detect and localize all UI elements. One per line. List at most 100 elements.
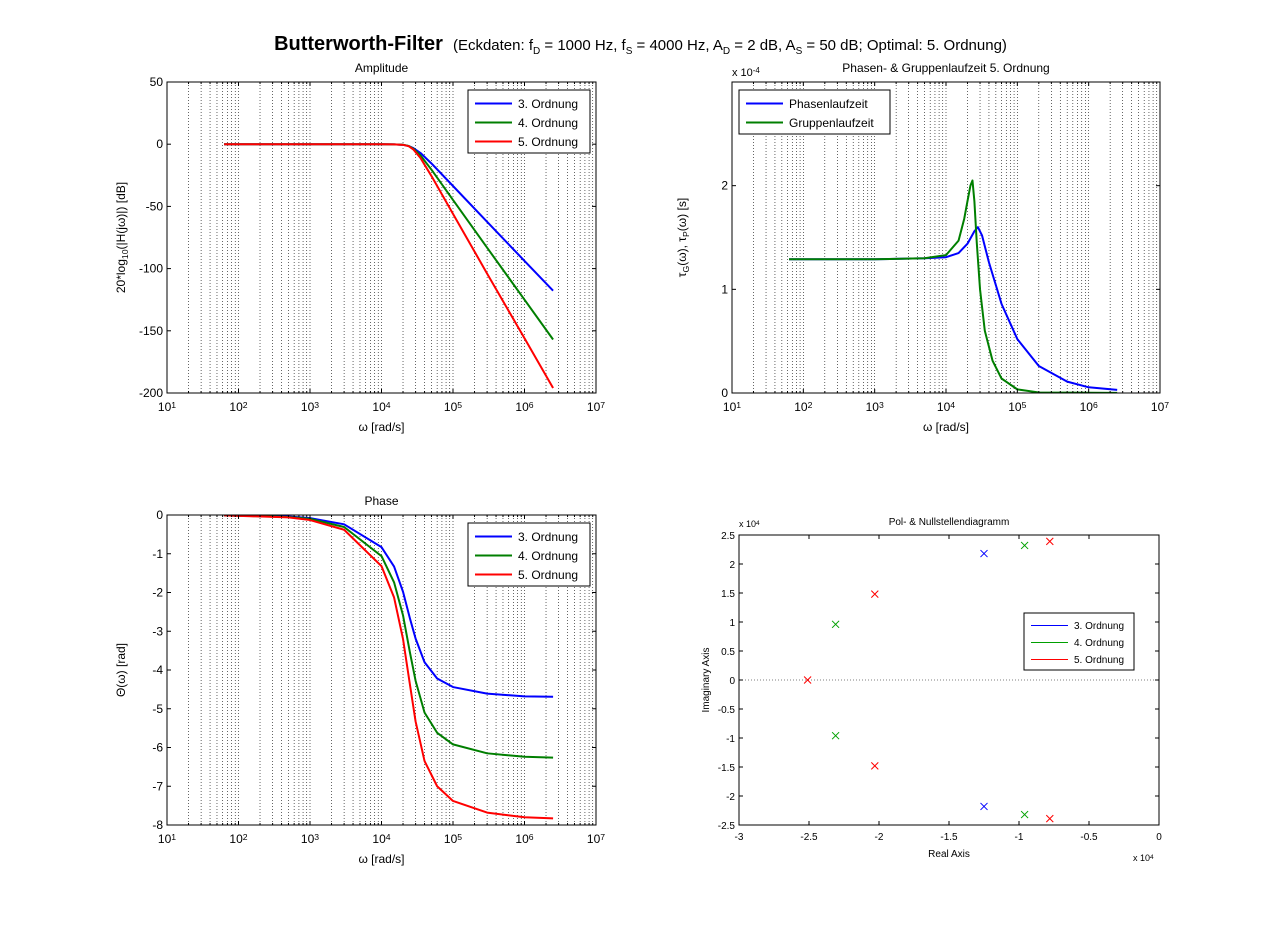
y-tick-label: -50 bbox=[146, 199, 164, 213]
x-tick-label: 102 bbox=[794, 400, 812, 414]
x-tick-label: 107 bbox=[1151, 400, 1169, 414]
legend-label: Phasenlaufzeit bbox=[789, 97, 868, 111]
y-tick-label: -6 bbox=[152, 741, 163, 755]
y-axis-label: Imaginary Axis bbox=[701, 647, 712, 712]
x-axis-label: ω [rad/s] bbox=[923, 420, 969, 434]
axes-title: Amplitude bbox=[355, 61, 409, 75]
figure-title: Butterworth-Filter (Eckdaten: fD = 1000 H… bbox=[0, 33, 1281, 57]
y-tick-label: 0 bbox=[729, 676, 735, 687]
series-line-3 bbox=[224, 515, 554, 820]
y-tick-label: 50 bbox=[150, 75, 164, 89]
figure-title-main: Butterworth-Filter bbox=[274, 33, 443, 55]
pole-marker-stroke bbox=[1020, 810, 1029, 819]
legend-label: 3. Ordnung bbox=[518, 97, 578, 111]
legend-label: 3. Ordnung bbox=[518, 530, 578, 544]
pole-marker bbox=[1020, 810, 1029, 819]
y-tick-label: -8 bbox=[152, 818, 163, 832]
y-tick-label: -0.5 bbox=[718, 705, 736, 716]
x-tick-label: -3 bbox=[735, 832, 744, 843]
legend: 3. Ordnung 4. Ordnung 5. Ordnung bbox=[467, 522, 591, 587]
y-tick-label: -5 bbox=[152, 702, 163, 716]
chart-laufzeit: 101 102 103 104 105 106 107 0 1 2 Phasen- & Gruppe… bbox=[675, 61, 1169, 434]
y-tick-label: 0 bbox=[156, 508, 163, 522]
y-exponent-label: x 10-4 bbox=[732, 66, 760, 79]
chart-pn: -3 -2.5 -2 -1.5 -1 -0.5 0-2.5-2-1.5-1-0.500.51… bbox=[701, 517, 1162, 863]
legend-label: 5. Ordnung bbox=[518, 135, 578, 149]
legend-label: Gruppenlaufzeit bbox=[789, 116, 874, 130]
series-group bbox=[224, 515, 554, 820]
y-tick-label: 1.5 bbox=[721, 589, 735, 600]
pole-marker-stroke bbox=[1045, 537, 1054, 546]
x-tick-label: 104 bbox=[372, 400, 390, 414]
axes-title: Pol- & Nullstellendiagramm bbox=[889, 517, 1010, 528]
y-tick-label: 0.5 bbox=[721, 647, 735, 658]
x-axis-label: ω [rad/s] bbox=[358, 420, 404, 434]
y-tick-label: 1 bbox=[721, 282, 728, 296]
x-tick-label: -1 bbox=[1015, 832, 1024, 843]
pole-marker bbox=[803, 676, 812, 684]
pole-marker bbox=[1045, 537, 1054, 546]
x-tick-label: 102 bbox=[229, 832, 247, 846]
y-tick-label: 2 bbox=[729, 560, 735, 571]
x-tick-label: 106 bbox=[1080, 400, 1098, 414]
pole-marker-stroke bbox=[870, 590, 879, 599]
x-tick-label: 106 bbox=[515, 400, 533, 414]
y-tick-label: 0 bbox=[156, 137, 163, 151]
series-line-1 bbox=[789, 226, 1118, 391]
series-line-2 bbox=[789, 179, 1118, 393]
x-axis-label: Real Axis bbox=[928, 849, 970, 860]
series-line-1 bbox=[224, 515, 554, 698]
y-tick-label: -3 bbox=[152, 624, 163, 638]
x-tick-label: -2 bbox=[875, 832, 884, 843]
pole-marker bbox=[980, 549, 988, 558]
y-tick-label: 2 bbox=[721, 179, 728, 193]
x-tick-label: 101 bbox=[158, 400, 176, 414]
legend-box bbox=[1023, 612, 1135, 671]
y-axis-label: 20*log10(|H(jω)|) [dB] bbox=[114, 182, 130, 293]
y-tick-label: -4 bbox=[152, 663, 163, 677]
legend: 3. Ordnung 4. Ordnung 5. Ordnung bbox=[1023, 612, 1135, 671]
legend-box bbox=[738, 89, 891, 135]
pole-marker-stroke bbox=[1045, 814, 1054, 823]
y-tick-label: 1 bbox=[729, 618, 735, 629]
pole-marker bbox=[831, 731, 840, 740]
legend-label: 4. Ordnung bbox=[1074, 638, 1124, 649]
legend-label: 5. Ordnung bbox=[1074, 655, 1124, 666]
y-tick-label: -1 bbox=[726, 734, 735, 745]
legend-label: 5. Ordnung bbox=[518, 568, 578, 582]
y-axis-label: Θ(ω) [rad] bbox=[114, 643, 128, 697]
x-tick-label: -0.5 bbox=[1080, 832, 1098, 843]
pole-marker-stroke bbox=[1020, 541, 1029, 550]
series-group bbox=[789, 179, 1118, 393]
x-axis-label: ω [rad/s] bbox=[358, 852, 404, 866]
y-tick-label: -2.5 bbox=[718, 821, 736, 832]
figure-subtitle: (Eckdaten: fD = 1000 Hz, fS = 4000 Hz, A… bbox=[452, 37, 1007, 57]
pole-marker bbox=[1045, 814, 1054, 823]
legend: 3. Ordnung 4. Ordnung 5. Ordnung bbox=[467, 89, 591, 154]
x-tick-label: 103 bbox=[866, 400, 884, 414]
chart-phase: 101 102 103 104 105 106 107 -8 -7 -6 -5 -4 -3 -2 -1 0 Ph… bbox=[114, 494, 605, 866]
ticks bbox=[166, 514, 597, 826]
y-exponent-label: x 104 bbox=[739, 519, 760, 529]
x-tick-label: 105 bbox=[444, 832, 462, 846]
y-tick-label: -150 bbox=[139, 324, 163, 338]
y-tick-label: 2.5 bbox=[721, 531, 735, 542]
x-tick-label: 104 bbox=[372, 832, 390, 846]
y-tick-label: -7 bbox=[152, 779, 163, 793]
chart-amplitude: 101 102 103 104 105 106 107 -200 -150 -100 -50 0 50 A… bbox=[114, 61, 605, 434]
y-tick-label: -200 bbox=[139, 386, 163, 400]
ticks bbox=[731, 82, 1161, 394]
x-tick-label: 101 bbox=[723, 400, 741, 414]
series-group bbox=[224, 143, 554, 389]
pole-marker bbox=[870, 761, 879, 770]
pole-marker bbox=[1020, 541, 1029, 550]
series-line-2 bbox=[224, 515, 554, 759]
pole-marker-stroke bbox=[980, 802, 988, 811]
pole-marker bbox=[831, 620, 840, 629]
legend-label: 3. Ordnung bbox=[1074, 621, 1124, 632]
y-axis-label: τG(ω), τP(ω) [s] bbox=[675, 198, 691, 277]
pole-marker-stroke bbox=[870, 761, 879, 770]
legend-label: 4. Ordnung bbox=[518, 116, 578, 130]
y-tick-label: -2 bbox=[152, 586, 163, 600]
